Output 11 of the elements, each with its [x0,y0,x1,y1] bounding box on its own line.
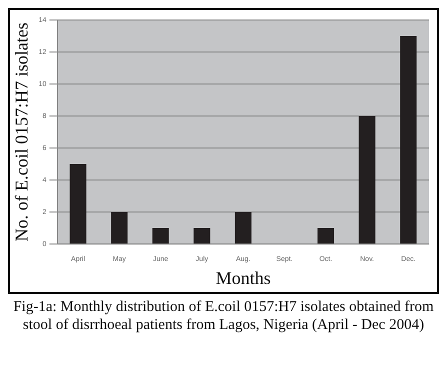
bar [70,164,86,244]
y-axis-title: No. of E.coil 0157:H7 isolates [12,22,32,242]
bar [400,36,417,244]
bar [194,228,210,244]
text: Fig-1a: Monthly distribution of E.coil 0157:H7 isolates obtained from stool of disrrhoeal patients from Lagos, Nigeria (April - Dec 2004) [12,298,435,334]
x-axis-title: Months [216,268,271,288]
bar [234,212,252,244]
bar [152,228,169,244]
bar [358,116,376,244]
bar [318,228,334,244]
bar [111,212,128,244]
